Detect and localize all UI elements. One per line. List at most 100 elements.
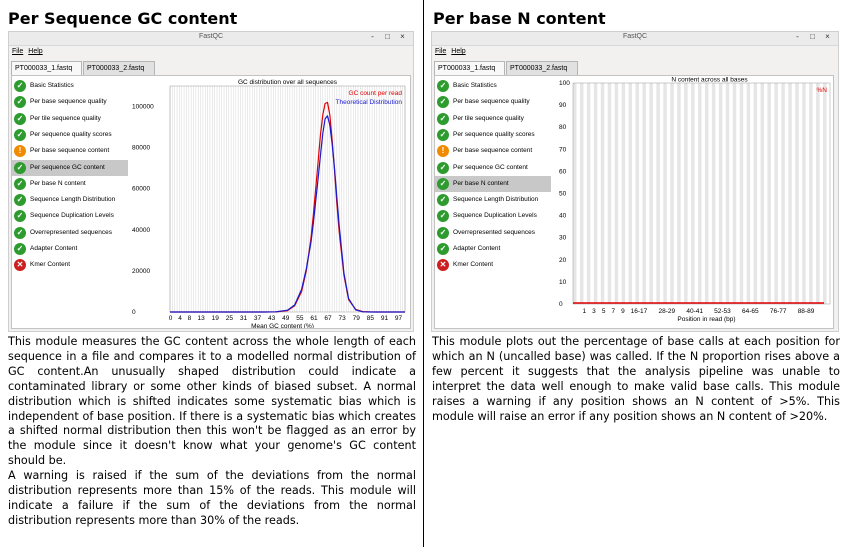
maximize-button[interactable]: □ xyxy=(385,32,390,41)
module-label: Sequence Length Distribution xyxy=(453,196,539,204)
module-item[interactable]: ✓ Sequence Duplication Levels xyxy=(12,208,128,224)
grid-band xyxy=(802,83,806,304)
tab-file-2[interactable]: PT000033_2.fastq xyxy=(506,61,578,75)
x-axis-label: Position in read (bp) xyxy=(677,316,735,323)
pass-check-icon: ✓ xyxy=(14,194,26,207)
module-item[interactable]: ✓ Sequence Duplication Levels xyxy=(435,208,551,224)
module-item[interactable]: ✓ Overrepresented sequences xyxy=(12,225,128,241)
x-tick-label: 40-41 xyxy=(686,308,703,315)
module-label: Kmer Content xyxy=(453,261,494,269)
module-item[interactable]: ✓ Per sequence GC content xyxy=(435,160,551,176)
x-tick-label: 0 xyxy=(169,315,173,322)
menu-file[interactable]: File xyxy=(435,48,447,55)
tab-file-1[interactable]: PT000033_1.fastq xyxy=(434,61,505,75)
grid-band xyxy=(788,83,792,304)
close-button[interactable]: × xyxy=(825,32,830,41)
window-titlebar: FastQC - □ × xyxy=(432,32,838,46)
pass-check-icon: ✓ xyxy=(437,226,449,239)
maximize-button[interactable]: □ xyxy=(810,32,815,41)
module-label: Per sequence quality scores xyxy=(453,130,535,138)
module-label: Sequence Duplication Levels xyxy=(30,212,114,220)
module-item[interactable]: ✓ Per tile sequence quality xyxy=(12,111,128,127)
grid-band xyxy=(600,83,605,304)
module-label: Overrepresented sequences xyxy=(30,228,113,236)
pass-check-icon: ✓ xyxy=(437,161,449,174)
module-item[interactable]: ✓ Per sequence quality scores xyxy=(435,127,551,143)
module-item[interactable]: ✓ Sequence Length Distribution xyxy=(435,192,551,208)
column-divider xyxy=(423,0,424,547)
x-tick-label: 55 xyxy=(296,315,304,322)
minimize-button[interactable]: - xyxy=(371,32,374,41)
module-item[interactable]: ✓ Per base sequence quality xyxy=(12,94,128,110)
module-label: Basic Statistics xyxy=(30,82,74,89)
x-tick-label: 52-53 xyxy=(714,308,731,315)
fastqc-window-left: FastQC - □ × File Help PT000033_1.fastq PT0… xyxy=(8,31,414,332)
module-item[interactable]: ✓ Basic Statistics xyxy=(435,78,551,94)
module-item[interactable]: ✓ Basic Statistics xyxy=(12,78,128,94)
module-item[interactable]: ✕ Kmer Content xyxy=(435,257,551,273)
pass-check-icon: ✓ xyxy=(14,128,26,141)
tab-file-1[interactable]: PT000033_1.fastq xyxy=(11,61,82,75)
grid-band xyxy=(663,83,667,304)
module-item[interactable]: ✓ Per base sequence quality xyxy=(435,94,551,110)
module-item[interactable]: ✓ Per base N content xyxy=(12,176,128,192)
description-paragraph: A warning is raised if the sum of the de… xyxy=(8,469,416,527)
n-content-chart: N content across all bases 0 10 20 30 40 50 60 7… xyxy=(553,76,833,328)
x-tick-label: 19 xyxy=(212,315,220,322)
module-item[interactable]: ✕ Kmer Content xyxy=(12,257,128,273)
module-label: Per base N content xyxy=(453,179,509,187)
left-section-title: Per Sequence GC content xyxy=(8,9,238,28)
menu-help[interactable]: Help xyxy=(451,48,466,55)
chart-title: GC distribution over all sequences xyxy=(238,79,338,86)
grid-band xyxy=(698,83,702,304)
grid-band xyxy=(579,83,584,304)
gc-distribution-chart: GC distribution over all sequences 0 20000… xyxy=(132,79,406,328)
report-panel: ✓ Basic Statistics ✓ Per base sequence qual… xyxy=(11,75,411,329)
module-item[interactable]: ✓ Per tile sequence quality xyxy=(435,111,551,127)
tab-file-2[interactable]: PT000033_2.fastq xyxy=(83,61,155,75)
plot-area xyxy=(572,82,831,305)
module-label: Adapter Content xyxy=(453,245,501,252)
menu-file[interactable]: File xyxy=(12,48,24,55)
x-tick-label: 73 xyxy=(339,315,347,322)
grid-band xyxy=(732,83,737,304)
module-label: Sequence Length Distribution xyxy=(30,196,116,204)
y-tick-label: 50 xyxy=(559,191,567,198)
menu-help[interactable]: Help xyxy=(28,48,43,55)
close-button[interactable]: × xyxy=(400,32,405,41)
report-panel: ✓ Basic Statistics ✓ Per base sequence qual… xyxy=(434,75,834,329)
module-item[interactable]: ✓ Sequence Length Distribution xyxy=(12,192,128,208)
module-item[interactable]: ✓ Adapter Content xyxy=(435,241,551,257)
pass-check-icon: ✓ xyxy=(437,80,449,92)
grid-band xyxy=(621,83,626,304)
module-label: Per sequence GC content xyxy=(453,163,528,171)
module-item[interactable]: ✓ Per sequence GC content xyxy=(12,159,128,176)
x-tick-label: 31 xyxy=(240,315,248,322)
y-tick-label: 0 xyxy=(132,309,136,316)
module-label: Per tile sequence quality xyxy=(453,114,524,122)
y-tick-label: 30 xyxy=(559,235,567,242)
grid-band xyxy=(607,83,612,304)
module-item[interactable]: ! Per base sequence content xyxy=(12,143,128,159)
grid-band xyxy=(649,83,653,304)
minimize-button[interactable]: - xyxy=(796,32,799,41)
pass-check-icon: ✓ xyxy=(437,210,449,223)
module-item[interactable]: ! Per base sequence content xyxy=(435,143,551,159)
x-tick-label: 4 xyxy=(178,315,182,322)
grid-band xyxy=(593,83,598,304)
y-tick-label: 100000 xyxy=(132,104,154,111)
module-item[interactable]: ✓ Per base N content xyxy=(435,175,551,192)
pass-check-icon: ✓ xyxy=(437,243,449,255)
module-item[interactable]: ✓ Adapter Content xyxy=(12,241,128,257)
pass-check-icon: ✓ xyxy=(14,80,26,92)
x-tick-label: 61 xyxy=(310,315,318,322)
grid-band xyxy=(614,83,619,304)
module-label: Per sequence quality scores xyxy=(30,130,112,138)
pass-check-icon: ✓ xyxy=(437,194,449,207)
module-item[interactable]: ✓ Per sequence quality scores xyxy=(12,127,128,143)
grid-band xyxy=(677,83,681,304)
grid-band xyxy=(711,83,716,304)
grid-band xyxy=(684,83,688,304)
grid-band xyxy=(635,83,639,304)
module-item[interactable]: ✓ Overrepresented sequences xyxy=(435,225,551,241)
